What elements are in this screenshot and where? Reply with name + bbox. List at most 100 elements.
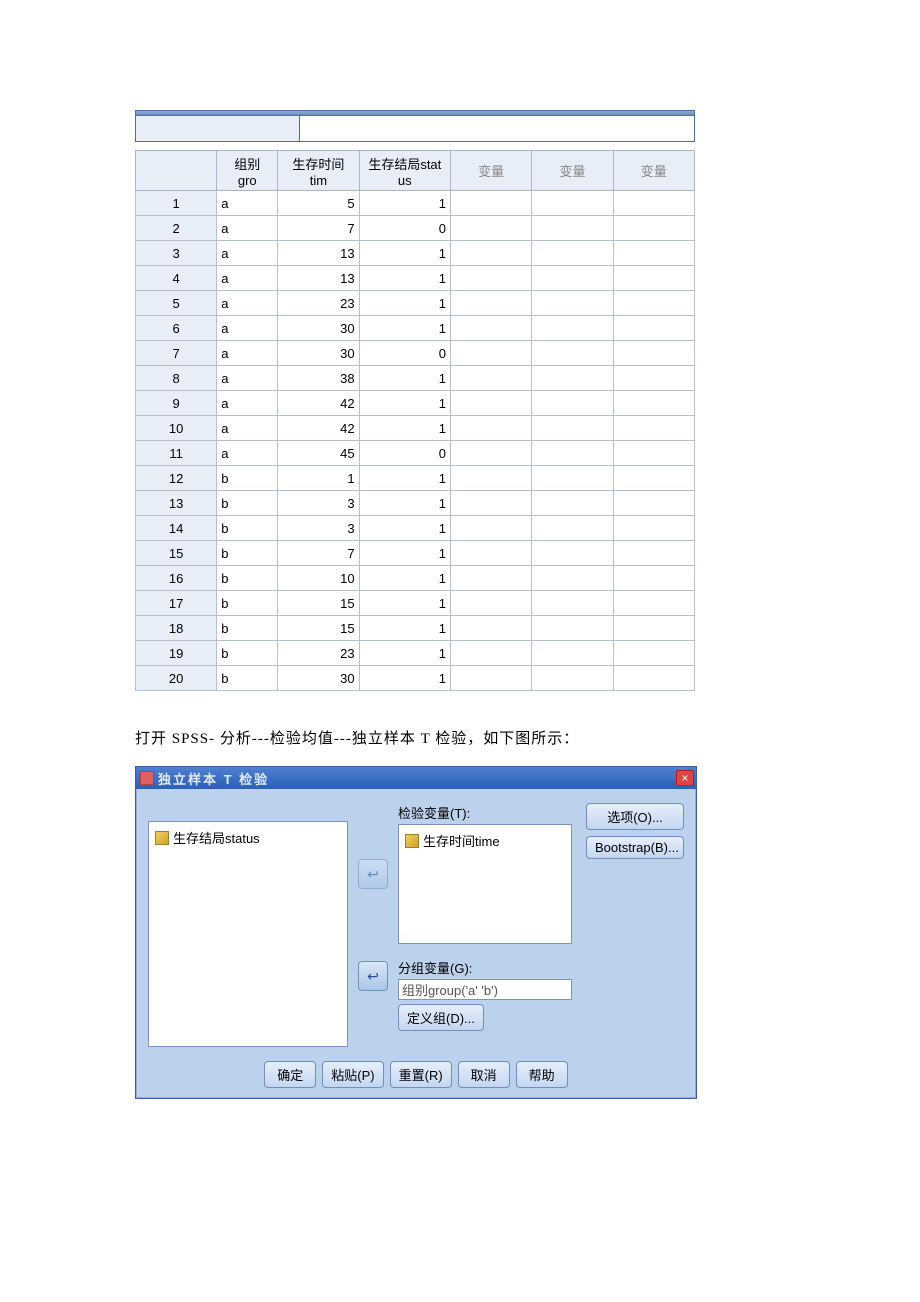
cell-empty[interactable] (613, 466, 694, 491)
cell-empty[interactable] (451, 341, 532, 366)
cell-empty[interactable] (451, 466, 532, 491)
cell-tim[interactable]: 30 (278, 316, 359, 341)
row-number[interactable]: 19 (136, 641, 217, 666)
row-number[interactable]: 12 (136, 466, 217, 491)
cell-tim[interactable]: 13 (278, 241, 359, 266)
cell-empty[interactable] (451, 241, 532, 266)
row-number[interactable]: 9 (136, 391, 217, 416)
cell-empty[interactable] (613, 616, 694, 641)
cell-value-editor[interactable] (300, 116, 695, 142)
cell-gro[interactable]: a (217, 391, 278, 416)
cell-empty[interactable] (451, 191, 532, 216)
cell-status[interactable]: 1 (359, 616, 450, 641)
cell-tim[interactable]: 38 (278, 366, 359, 391)
cell-empty[interactable] (532, 266, 613, 291)
cell-tim[interactable]: 30 (278, 666, 359, 691)
cell-status[interactable]: 1 (359, 666, 450, 691)
header-gro[interactable]: 组别 gro (217, 151, 278, 191)
cell-empty[interactable] (451, 491, 532, 516)
cell-empty[interactable] (451, 441, 532, 466)
cell-empty[interactable] (532, 391, 613, 416)
cell-empty[interactable] (613, 316, 694, 341)
cell-gro[interactable]: a (217, 416, 278, 441)
row-number[interactable]: 18 (136, 616, 217, 641)
cell-status[interactable]: 1 (359, 516, 450, 541)
cell-empty[interactable] (613, 416, 694, 441)
cell-empty[interactable] (532, 491, 613, 516)
cell-gro[interactable]: a (217, 441, 278, 466)
cell-status[interactable]: 1 (359, 316, 450, 341)
cell-tim[interactable]: 15 (278, 591, 359, 616)
cell-gro[interactable]: b (217, 466, 278, 491)
cell-status[interactable]: 1 (359, 366, 450, 391)
cell-tim[interactable]: 42 (278, 416, 359, 441)
cell-status[interactable]: 1 (359, 466, 450, 491)
cell-gro[interactable]: a (217, 316, 278, 341)
cell-empty[interactable] (532, 216, 613, 241)
row-number[interactable]: 3 (136, 241, 217, 266)
cell-status[interactable]: 0 (359, 441, 450, 466)
cell-tim[interactable]: 1 (278, 466, 359, 491)
cell-empty[interactable] (451, 616, 532, 641)
cell-empty[interactable] (451, 666, 532, 691)
row-number[interactable]: 20 (136, 666, 217, 691)
cell-empty[interactable] (451, 216, 532, 241)
cell-status[interactable]: 1 (359, 541, 450, 566)
cell-empty[interactable] (613, 241, 694, 266)
row-number[interactable]: 5 (136, 291, 217, 316)
cell-empty[interactable] (613, 641, 694, 666)
move-to-test-button[interactable]: ↩ (358, 859, 388, 889)
cell-empty[interactable] (532, 641, 613, 666)
source-variable-list[interactable]: 生存结局status (148, 821, 348, 1047)
cell-tim[interactable]: 23 (278, 291, 359, 316)
cell-empty[interactable] (613, 341, 694, 366)
cell-empty[interactable] (613, 266, 694, 291)
cell-tim[interactable]: 15 (278, 616, 359, 641)
cell-status[interactable]: 0 (359, 341, 450, 366)
row-number[interactable]: 14 (136, 516, 217, 541)
list-item[interactable]: 生存结局status (153, 826, 343, 849)
cell-empty[interactable] (613, 541, 694, 566)
cell-status[interactable]: 1 (359, 291, 450, 316)
row-number[interactable]: 13 (136, 491, 217, 516)
row-number[interactable]: 1 (136, 191, 217, 216)
cell-empty[interactable] (613, 366, 694, 391)
cell-empty[interactable] (532, 416, 613, 441)
dialog-titlebar[interactable]: 独立样本 T 检验 × (136, 767, 696, 789)
cell-gro[interactable]: a (217, 366, 278, 391)
cell-status[interactable]: 1 (359, 566, 450, 591)
header-var-1[interactable]: 变量 (451, 151, 532, 191)
cell-tim[interactable]: 13 (278, 266, 359, 291)
cell-gro[interactable]: b (217, 566, 278, 591)
cell-empty[interactable] (532, 291, 613, 316)
cell-empty[interactable] (451, 516, 532, 541)
cell-status[interactable]: 1 (359, 266, 450, 291)
cell-gro[interactable]: a (217, 266, 278, 291)
cell-empty[interactable] (532, 541, 613, 566)
group-variable-input[interactable] (398, 979, 572, 1000)
row-number[interactable]: 10 (136, 416, 217, 441)
cell-empty[interactable] (532, 241, 613, 266)
cell-empty[interactable] (451, 541, 532, 566)
cell-empty[interactable] (532, 516, 613, 541)
cell-gro[interactable]: a (217, 341, 278, 366)
cell-status[interactable]: 1 (359, 591, 450, 616)
move-to-group-button[interactable]: ↩ (358, 961, 388, 991)
cell-gro[interactable]: a (217, 216, 278, 241)
cell-tim[interactable]: 10 (278, 566, 359, 591)
cell-gro[interactable]: a (217, 291, 278, 316)
cell-empty[interactable] (532, 366, 613, 391)
cell-empty[interactable] (451, 391, 532, 416)
cell-tim[interactable]: 5 (278, 191, 359, 216)
ok-button[interactable]: 确定 (264, 1061, 316, 1088)
cell-gro[interactable]: a (217, 241, 278, 266)
help-button[interactable]: 帮助 (516, 1061, 568, 1088)
cell-gro[interactable]: b (217, 541, 278, 566)
cell-status[interactable]: 1 (359, 491, 450, 516)
cell-empty[interactable] (613, 216, 694, 241)
options-button[interactable]: 选项(O)... (586, 803, 684, 830)
cell-tim[interactable]: 42 (278, 391, 359, 416)
row-number[interactable]: 4 (136, 266, 217, 291)
cell-gro[interactable]: b (217, 641, 278, 666)
cell-empty[interactable] (532, 616, 613, 641)
